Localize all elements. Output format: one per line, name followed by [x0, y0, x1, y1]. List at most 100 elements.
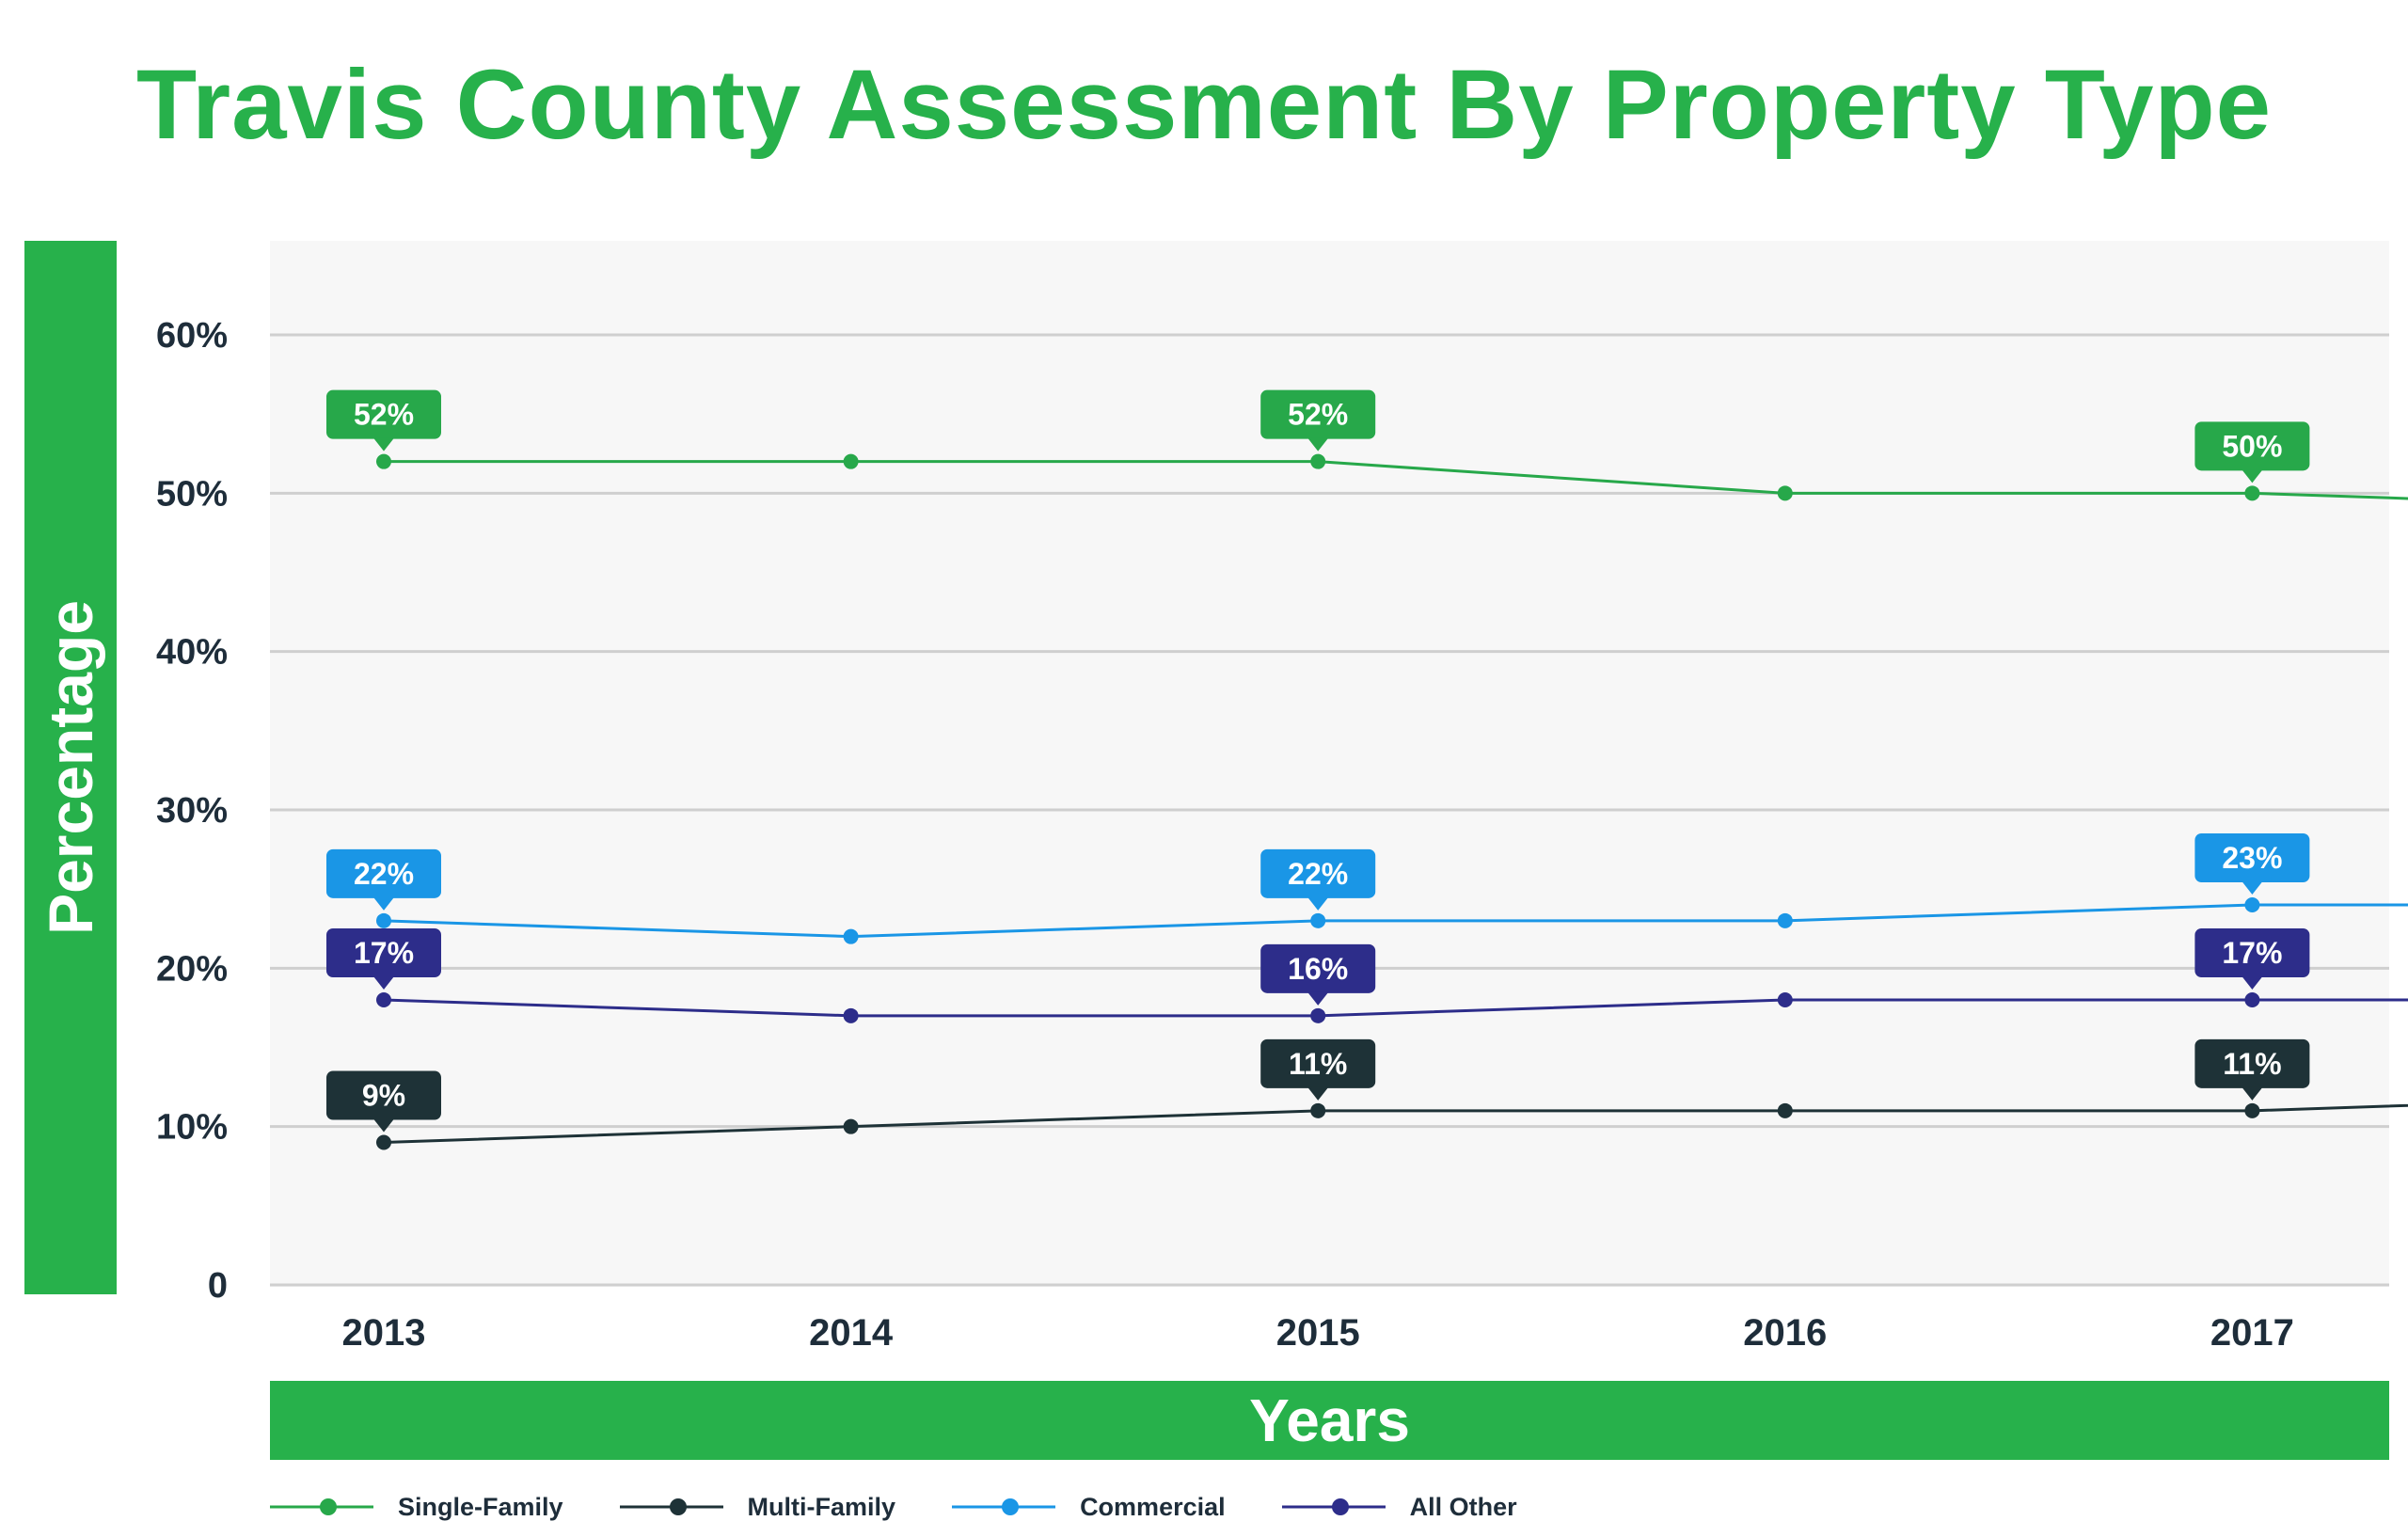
data-label-pointer	[2242, 881, 2263, 895]
x-tick-label: 2016	[1743, 1312, 1827, 1354]
data-label-text: 50%	[2222, 429, 2282, 463]
legend-swatch-marker	[669, 1498, 687, 1515]
legend-swatch	[1281, 1498, 1386, 1515]
data-label-pointer	[373, 896, 394, 911]
y-tick-label: 40%	[156, 633, 228, 673]
legend-swatch	[270, 1498, 373, 1515]
data-labels: 52%52%50%48%51%9%11%11%12%12%22%22%23%23…	[326, 389, 2310, 1133]
data-label-box	[2194, 833, 2310, 882]
data-point	[1310, 453, 1326, 469]
x-tick-label: 2017	[2210, 1312, 2294, 1354]
data-label-box	[326, 1070, 441, 1120]
data-label: 52%	[326, 389, 441, 452]
data-label-pointer	[2242, 469, 2263, 483]
data-point	[1310, 1102, 1326, 1118]
data-point	[376, 912, 391, 928]
data-label-pointer	[373, 437, 394, 452]
y-tick-label: 30%	[156, 791, 228, 831]
x-tick-label: 2015	[1276, 1312, 1360, 1354]
data-label: 9%	[326, 1070, 441, 1133]
series-points	[376, 453, 2260, 1150]
legend-label: All Other	[1409, 1492, 1517, 1521]
data-label-text: 52%	[1288, 398, 1348, 432]
data-label-text: 52%	[354, 398, 414, 432]
data-point	[376, 1134, 391, 1150]
data-point	[1310, 912, 1326, 928]
y-tick-label: 60%	[156, 316, 228, 356]
legend-swatch-marker	[320, 1498, 337, 1515]
y-tick-label: 0	[208, 1266, 228, 1306]
data-label: 17%	[2194, 928, 2310, 990]
legend-swatch-marker	[1002, 1498, 1020, 1515]
x-tick-label: 2013	[342, 1312, 426, 1354]
y-tick-label: 20%	[156, 949, 228, 989]
data-label: 11%	[1260, 1038, 1376, 1101]
data-label-box	[2194, 1038, 2310, 1088]
data-label-box	[1260, 848, 1376, 898]
x-axis-ticks: 201320142015201620172018201920202021	[342, 1312, 2294, 1354]
data-label-box	[326, 389, 441, 439]
data-point	[1777, 485, 1793, 501]
data-point	[843, 1007, 859, 1023]
legend-item: Commercial	[952, 1488, 1226, 1526]
data-point	[1777, 912, 1793, 928]
data-label-pointer	[1307, 991, 1329, 1006]
y-tick-label: 50%	[156, 474, 228, 514]
data-label-box	[326, 848, 441, 898]
data-label-box	[1260, 943, 1376, 993]
data-label-text: 22%	[354, 857, 414, 891]
legend-item: Multi-Family	[619, 1488, 896, 1526]
legend-swatch	[619, 1498, 723, 1515]
legend-item: Single-Family	[270, 1488, 563, 1526]
data-point	[843, 1118, 859, 1134]
data-label-text: 11%	[1289, 1047, 1347, 1081]
legend-swatch-marker	[1331, 1498, 1349, 1515]
data-label-box	[1260, 1038, 1376, 1088]
data-label-pointer	[2242, 976, 2263, 990]
data-label-pointer	[373, 1118, 394, 1133]
data-label-text: 17%	[2222, 936, 2282, 970]
legend-label: Multi-Family	[747, 1492, 896, 1521]
data-point	[376, 992, 391, 1007]
data-label: 16%	[1260, 943, 1376, 1006]
data-label-pointer	[1307, 896, 1329, 911]
chart-title: Travis County Assessment By Property Typ…	[135, 50, 2273, 160]
x-tick-label: 2014	[809, 1312, 894, 1354]
data-point	[1777, 1102, 1793, 1118]
data-point	[843, 453, 859, 469]
data-point	[2244, 485, 2260, 501]
data-point	[843, 928, 859, 944]
data-point	[2244, 897, 2260, 912]
data-label-text: 16%	[1288, 952, 1348, 986]
data-label: 22%	[1260, 848, 1376, 911]
data-label: 22%	[326, 848, 441, 911]
data-point	[376, 453, 391, 469]
data-label-pointer	[1307, 1086, 1329, 1101]
y-axis-ticks: 0 10% 20% 30% 40% 50% 60%	[156, 316, 228, 1306]
data-label-text: 22%	[1288, 857, 1348, 891]
data-label-box	[2194, 928, 2310, 977]
y-tick-label: 10%	[156, 1108, 228, 1148]
legend: Single-Family Multi-Family Commercial All O…	[270, 1488, 1574, 1526]
legend-label: Single-Family	[398, 1492, 563, 1521]
legend-item: All Other	[1281, 1488, 1517, 1526]
legend-label: Commercial	[1080, 1492, 1226, 1521]
data-label-pointer	[2242, 1086, 2263, 1101]
data-label: 52%	[1260, 389, 1376, 452]
data-label-pointer	[373, 976, 394, 990]
data-point	[2244, 992, 2260, 1007]
data-label-pointer	[1307, 437, 1329, 452]
data-label: 23%	[2194, 833, 2310, 895]
data-label-text: 23%	[2222, 841, 2282, 875]
data-label-text: 9%	[362, 1079, 405, 1113]
data-point	[1777, 992, 1793, 1007]
data-label-text: 11%	[2223, 1047, 2281, 1081]
legend-swatch	[952, 1498, 1056, 1515]
data-point	[1310, 1007, 1326, 1023]
data-label-box	[1260, 389, 1376, 439]
line-chart: 0 10% 20% 30% 40% 50% 60% 2013 2014 2015 2016 2017…	[155, 316, 2408, 1354]
data-label-text: 17%	[354, 936, 414, 970]
data-label: 50%	[2194, 421, 2310, 483]
data-label-box	[2194, 421, 2310, 471]
data-label: 11%	[2194, 1038, 2310, 1101]
